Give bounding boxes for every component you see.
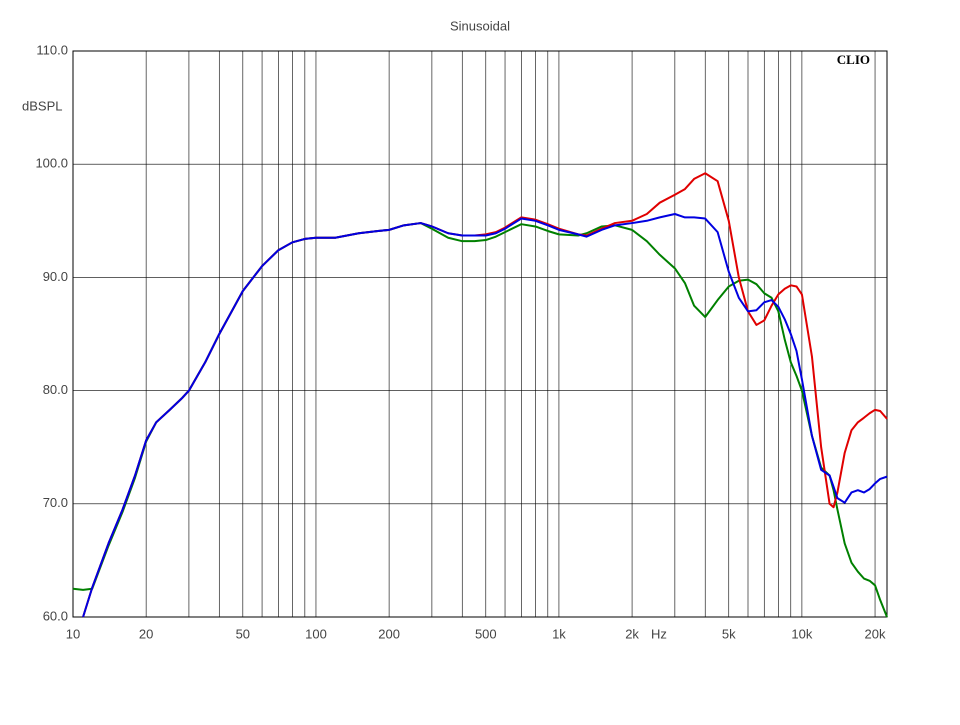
series-line [72,222,888,618]
x-tick-label: 2k [625,626,639,641]
y-tick-label: 80.0 [43,382,68,397]
y-tick-label: 90.0 [43,269,68,284]
x-tick-label: 10 [66,626,80,641]
y-tick-label: 110.0 [36,42,68,57]
chart-title: Sinusoidal [450,18,510,33]
x-tick-label: 100 [305,626,327,641]
y-tick-label: 60.0 [43,608,68,623]
x-tick-label: 200 [378,626,400,641]
annotation: CLIO [837,52,870,67]
x-tick-label: 20 [139,626,153,641]
x-tick-label: 20k [865,626,886,641]
x-tick-label: 10k [791,626,812,641]
series-line [82,213,888,618]
plot-frame [72,50,888,618]
x-tick-label: 500 [475,626,497,641]
x-axis-label: Hz [651,626,667,641]
y-tick-label: 70.0 [43,495,68,510]
x-tick-label: 1k [552,626,566,641]
x-tick-label: 50 [236,626,250,641]
y-tick-label: 100.0 [35,156,68,171]
x-tick-label: 5k [722,626,736,641]
y-axis-label: dBSPL [22,98,62,113]
